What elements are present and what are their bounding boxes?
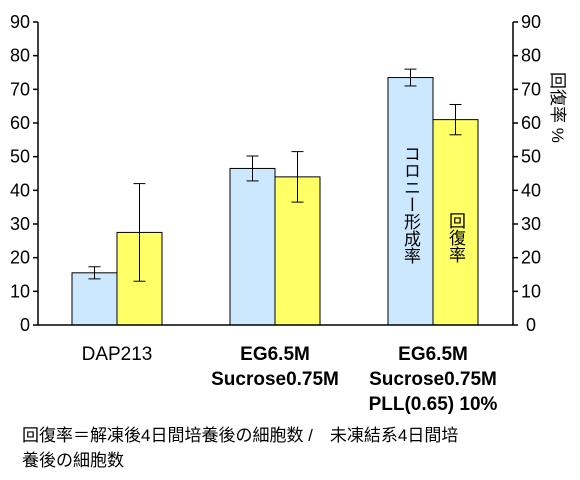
bar-colony [71, 272, 118, 326]
series-label-recovery: 回復率 [446, 212, 466, 263]
right-tick-label: 0 [526, 315, 536, 335]
right-tick-label: 70 [521, 79, 541, 99]
bar-recovery [432, 119, 479, 326]
right-axis-label: 回復率 % [548, 72, 567, 143]
axes-layer [37, 22, 514, 326]
category-label: EG6.5M [398, 344, 468, 365]
left-tick-label: 0 [20, 315, 30, 335]
right-tick-label: 90 [521, 12, 541, 32]
footnote-line-1: 回復率＝解凍後4日間培養後の細胞数 / 未凍結系4日間培 [22, 426, 458, 445]
left-tick-label: 60 [10, 113, 30, 133]
category-labels: DAP213 EG6.5M Sucrose0.75M EG6.5M Sucrose0.7… [82, 344, 498, 415]
category-label: Sucrose0.75M [211, 369, 339, 390]
right-tick-label: 20 [521, 248, 541, 268]
series-label-colony: コロニー形成率 [401, 145, 421, 264]
category-label: PLL(0.65) 10% [369, 394, 498, 415]
bar-colony [229, 167, 276, 326]
left-tick-label: 80 [10, 46, 30, 66]
right-tick-label: 10 [521, 281, 541, 301]
right-tick-label: 80 [521, 46, 541, 66]
left-tick-label: 50 [10, 147, 30, 167]
right-tick-label: 50 [521, 147, 541, 167]
left-tick-label: 70 [10, 79, 30, 99]
right-tick-label: 30 [521, 214, 541, 234]
footnote-line-2: 養後の細胞数 [22, 451, 124, 470]
left-tick-label: 40 [10, 180, 30, 200]
left-tick-label: 30 [10, 214, 30, 234]
category-label: Sucrose0.75M [369, 369, 497, 390]
error-bars-layer [88, 68, 462, 282]
category-label: EG6.5M [240, 344, 310, 365]
left-tick-label: 10 [10, 281, 30, 301]
right-tick-label: 60 [521, 113, 541, 133]
left-tick-label: 20 [10, 248, 30, 268]
category-label: DAP213 [82, 344, 153, 365]
right-tick-label: 40 [521, 180, 541, 200]
ticks-layer: 0 10 20 30 40 50 60 70 80 90 0 10 20 30 40 50 60 70 80 90 [10, 12, 541, 335]
left-tick-label: 90 [10, 12, 30, 32]
